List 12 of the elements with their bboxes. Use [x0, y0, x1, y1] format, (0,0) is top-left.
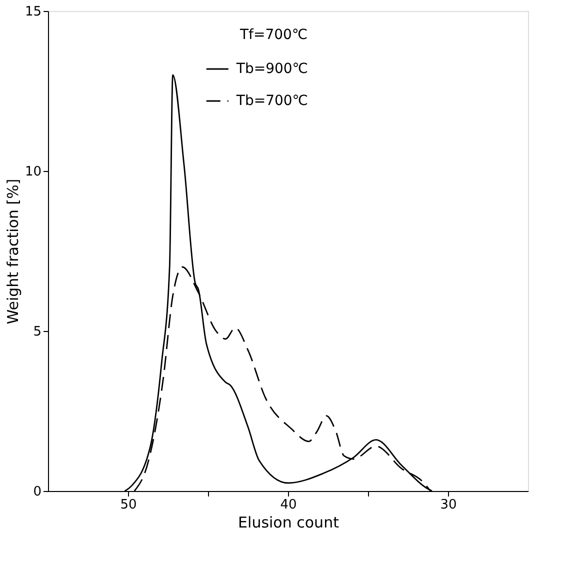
y-tick-label: 10	[24, 164, 42, 180]
annotation: Tf=700℃	[239, 27, 308, 43]
y-tick-label: 15	[24, 4, 42, 20]
x-axis-title: Elusion count	[238, 514, 340, 532]
legend-label: Tb=700℃	[235, 93, 308, 109]
x-tick-label: 50	[120, 498, 137, 512]
legend-label: Tb=900℃	[235, 61, 308, 77]
y-tick-label: 5	[33, 324, 42, 340]
x-tick-label: 30	[440, 498, 457, 512]
x-tick-label: 40	[280, 498, 297, 512]
y-tick-label: 0	[33, 484, 42, 500]
y-axis-title: Weight fraction [%]	[4, 178, 22, 324]
